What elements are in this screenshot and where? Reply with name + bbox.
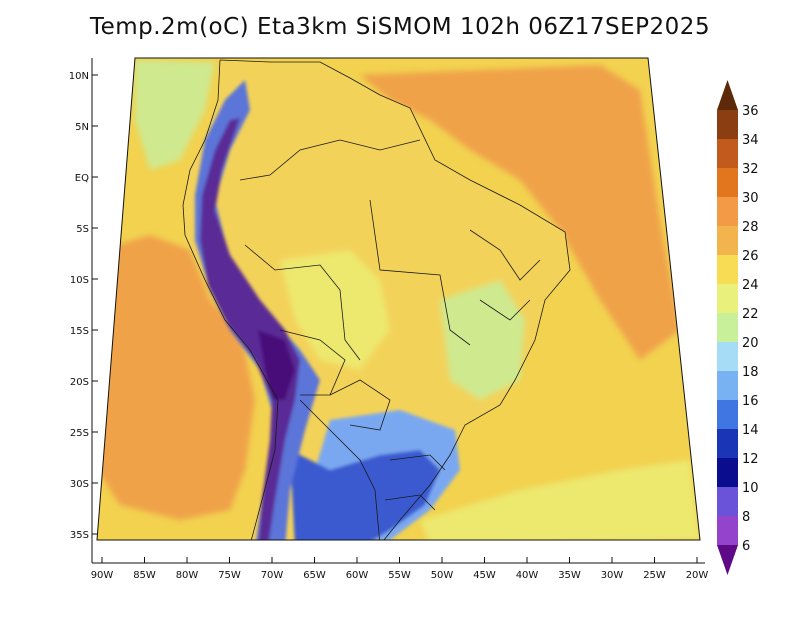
colorbar-label: 12 [742,452,759,467]
colorbar-label: 32 [742,162,759,177]
latitude-ticks: 10N 5N EQ 5S 10S 15S 20S 25S 30S 35S [69,71,98,541]
land-cool-region [440,280,525,400]
border-brazil-central [369,199,471,346]
colorbar-label: 14 [742,423,759,438]
latitude-label: 5S [76,224,89,235]
atlantic-warm-region [360,65,680,360]
colorbar-swatch [717,487,738,516]
longitude-label: 55W [388,570,411,581]
border-south-states [384,454,446,511]
longitude-label: 65W [303,570,326,581]
colorbar-label: 26 [742,249,759,264]
colorbar-swatch [717,400,738,429]
colorbar-label: 18 [742,365,759,380]
temperature-field [97,58,700,540]
colorbar-label: 10 [742,481,759,496]
colorbar-swatch [717,458,738,487]
pacific-warm-region [97,235,255,520]
andes-coldest-region [258,330,295,400]
longitude-label: 70W [261,570,284,581]
longitude-label: 90W [91,570,114,581]
colorbar-swatch [717,110,738,139]
latitude-label: 25S [70,428,89,439]
colorbar: 36 34 32 30 28 26 24 22 20 18 16 14 12 10 8 6 [717,80,759,575]
latitude-label: 20S [70,377,89,388]
colorbar-label: 34 [742,133,759,148]
border-argentina [299,399,381,540]
longitude-label: 35W [558,570,581,581]
colorbar-label: 8 [742,510,750,525]
longitude-label: 75W [218,570,241,581]
longitude-label: 45W [473,570,496,581]
latitude-label: 10N [69,71,89,82]
longitude-label: 30W [601,570,624,581]
coastline-west [182,59,279,540]
colorbar-swatch [717,284,738,313]
pacific-north-cool-region [135,60,215,170]
longitude-label: 60W [346,570,369,581]
longitude-label: 20W [686,570,709,581]
colorbar-swatch [717,545,738,575]
colorbar-swatch [717,371,738,400]
colorbar-swatch [717,80,738,110]
longitude-label: 85W [133,570,156,581]
colorbar-swatch [717,516,738,545]
border-east-states [469,229,541,321]
atlantic-south-cool-region [420,460,700,540]
colorbar-swatch [717,197,738,226]
longitude-label: 80W [176,570,199,581]
longitude-ticks: 90W 85W 80W 75W 70W 65W 60W 55W 50W 45W 40W 35W 30W 2… [91,557,709,581]
map-title: Temp.2m(oC) Eta3km SiSMOM 102h 06Z17SEP2… [89,14,711,40]
latitude-label: 15S [70,326,89,337]
latitude-label: EQ [75,173,89,184]
colorbar-label: 30 [742,191,759,206]
colorbar-swatch [717,429,738,458]
border-brazil-west [244,244,361,361]
border-bolivia [279,329,346,396]
colorbar-label: 24 [742,278,759,293]
south-america-landmass [183,60,570,540]
longitude-label: 50W [431,570,454,581]
colorbar-label: 16 [742,394,759,409]
colorbar-label: 36 [742,104,759,119]
colorbar-label: 20 [742,336,759,351]
colorbar-label: 22 [742,307,759,322]
southern-cold-region [290,450,440,540]
country-borders [182,59,571,540]
colorbar-swatch [717,313,738,342]
longitude-label: 25W [643,570,666,581]
colorbar-swatch [717,255,738,284]
latitude-label: 30S [70,479,89,490]
colorbar-swatch [717,342,738,371]
coastline [219,59,571,540]
map-frame [96,57,701,541]
colorbar-swatch [717,168,738,197]
land-mild-region [280,250,390,370]
colorbar-label: 28 [742,220,759,235]
colorbar-swatch [717,226,738,255]
andes-cold-region [200,118,300,540]
colorbar-swatch [717,139,738,168]
border-paraguay [329,379,391,431]
border-north [239,139,421,181]
longitude-label: 40W [516,570,539,581]
colorbar-label: 6 [742,539,750,554]
latitude-label: 10S [70,275,89,286]
latitude-label: 35S [70,530,89,541]
latitude-label: 5N [75,122,89,133]
